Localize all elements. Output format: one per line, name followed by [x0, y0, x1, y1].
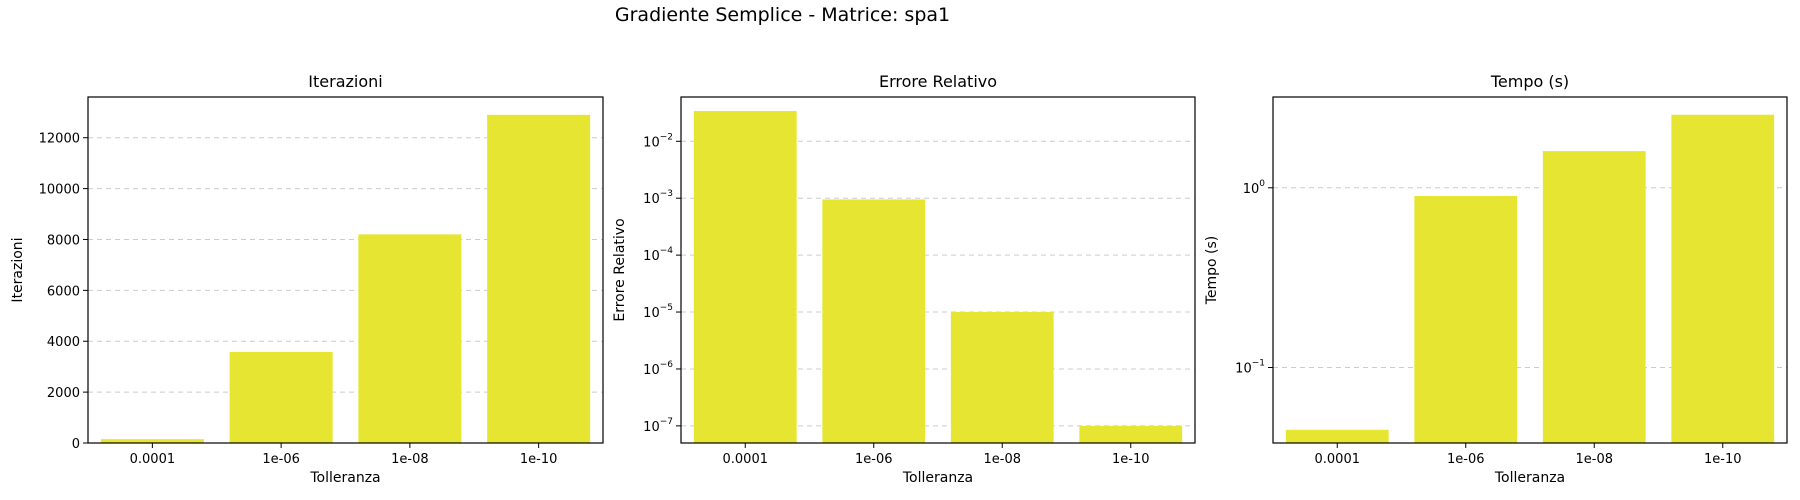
x-tick-label: 0.0001 — [130, 452, 176, 467]
y-tick-label: 6000 — [47, 284, 80, 299]
y-tick-label: 10−7 — [643, 417, 673, 435]
axes-frame — [87, 96, 604, 444]
x-tick-label: 0.0001 — [723, 452, 769, 467]
x-tick-label: 1e-08 — [391, 452, 429, 467]
y-tick-label: 10−3 — [643, 189, 673, 207]
bar-1e-08 — [950, 312, 1054, 443]
bar-1e-06 — [822, 199, 926, 443]
x-axis-label: Tolleranza — [1494, 470, 1565, 486]
axes-frame — [1272, 96, 1788, 444]
y-axis-label: Iterazioni — [10, 237, 26, 302]
bar-0.0001 — [693, 111, 797, 444]
axes-frame — [680, 96, 1196, 444]
x-tick-label: 1e-06 — [262, 452, 300, 467]
bar-1e-10 — [1079, 425, 1183, 443]
bar-1e-08 — [358, 234, 462, 443]
y-tick-label: 10000 — [39, 183, 80, 198]
y-tick-label: 0 — [72, 437, 80, 452]
bar-0.0001 — [1285, 429, 1389, 443]
x-tick-label: 1e-08 — [983, 452, 1021, 467]
x-tick-label: 1e-06 — [855, 452, 893, 467]
y-tick-label: 10−6 — [643, 360, 673, 378]
chart-panel-1: 0 2000 4000 6000 8000 10000 12000 0.0001 1e-06 1e… — [10, 72, 604, 486]
chart-panel-3: 10−1 100 0.0001 1e-06 1e-08 1e-10 Tempo (s) Tol… — [1204, 72, 1788, 486]
figure-title: Gradiente Semplice - Matrice: spa1 — [614, 4, 951, 26]
x-tick-label: 1e-10 — [1704, 452, 1742, 467]
chart-title: Tempo (s) — [1490, 72, 1569, 91]
x-axis-label: Tolleranza — [309, 470, 380, 486]
bar-0.0001 — [100, 439, 204, 443]
x-tick-label: 1e-10 — [1112, 452, 1150, 467]
y-tick-label: 4000 — [47, 335, 80, 350]
y-tick-label: 2000 — [47, 386, 80, 401]
y-tick-label: 10−1 — [1235, 358, 1265, 376]
y-tick-label: 10−4 — [643, 246, 673, 264]
y-axis-label: Errore Relativo — [612, 218, 628, 321]
chart-panel-2: 10−7 10−6 10−5 10−4 10−3 10−2 0.0001 1e-06 1e-08… — [612, 72, 1196, 486]
x-axis-label: Tolleranza — [902, 470, 973, 486]
y-axis-label: Tempo (s) — [1204, 236, 1220, 306]
y-tick-label: 8000 — [47, 233, 80, 248]
y-tick-label: 100 — [1243, 179, 1266, 197]
chart-title: Errore Relativo — [879, 72, 997, 91]
x-tick-label: 0.0001 — [1315, 452, 1361, 467]
bar-1e-08 — [1542, 151, 1646, 443]
y-tick-label: 12000 — [39, 132, 80, 147]
bar-1e-10 — [487, 114, 591, 443]
x-tick-label: 1e-08 — [1575, 452, 1613, 467]
bar-1e-10 — [1671, 114, 1775, 444]
bar-1e-06 — [229, 351, 333, 443]
chart-title: Iterazioni — [308, 72, 382, 91]
y-tick-label: 10−2 — [643, 132, 673, 150]
x-tick-label: 1e-06 — [1447, 452, 1485, 467]
bar-1e-06 — [1414, 196, 1518, 443]
y-tick-label: 10−5 — [643, 303, 673, 321]
x-tick-label: 1e-10 — [520, 452, 558, 467]
